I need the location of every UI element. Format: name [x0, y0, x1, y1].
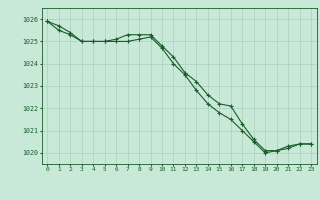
Text: Graphe pression niveau de la mer (hPa): Graphe pression niveau de la mer (hPa) — [65, 182, 255, 192]
